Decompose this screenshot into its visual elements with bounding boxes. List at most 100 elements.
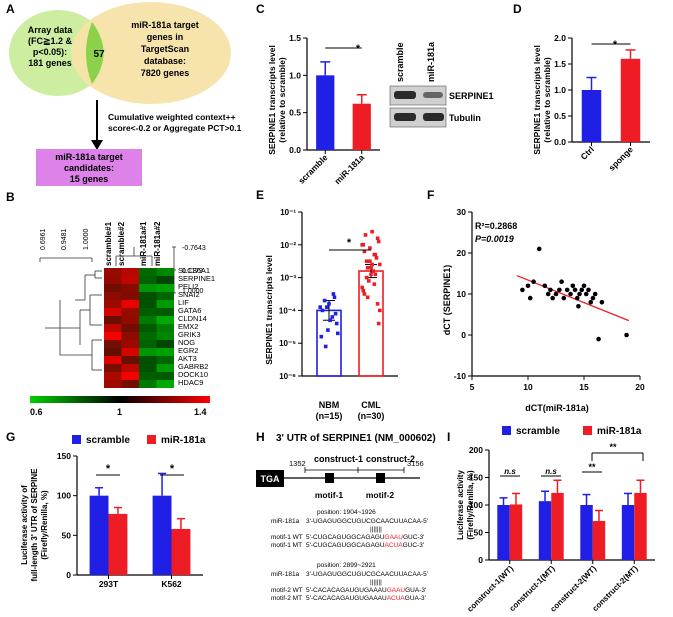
- heatmap-cell: [156, 340, 174, 348]
- site-2-alignment: position: 2899~2921 miR-181a 3'-UGAGUGGC…: [271, 562, 428, 602]
- site-1-mt-name: motif-1 MT: [271, 542, 302, 549]
- gene-label: NOG: [178, 338, 195, 347]
- utr-start: 1352: [289, 459, 306, 468]
- data-point: [375, 236, 380, 241]
- data-point: [361, 243, 366, 247]
- heatmap-cell: [139, 324, 157, 332]
- chart-g-ylabel-3: (Firefly/Renilla, %): [40, 490, 49, 560]
- data-point: [323, 344, 328, 349]
- y-tick-label: 20: [457, 248, 467, 258]
- heatmap-cell: [104, 356, 122, 364]
- y-tick-label: -10: [454, 371, 467, 381]
- y-tick-label: 0: [66, 570, 71, 580]
- gene-label: AKT3: [178, 354, 197, 363]
- data-point: [550, 295, 555, 301]
- gene-label: GATA6: [178, 306, 201, 315]
- heatmap-cell: [104, 348, 122, 356]
- data-point: [527, 295, 533, 301]
- array-text-2: (FC≧1.2 &: [28, 36, 73, 46]
- mt-seq-part: 5'-CACACAGAUGUGAAAU: [306, 595, 387, 602]
- row-tick-3: 1.0000: [83, 228, 90, 250]
- panel-label-g: G: [6, 430, 15, 444]
- heatmap-cell: [156, 324, 174, 332]
- heatmap-cell: [139, 316, 157, 324]
- x-tick-label: 293T: [99, 579, 119, 589]
- panel-label-b: B: [6, 190, 15, 204]
- chart-g-sig-k562: *: [170, 463, 175, 475]
- tga-box: [256, 470, 284, 487]
- y-tick-label: 10⁻³: [280, 274, 296, 283]
- x-tick-label: construct-2(MT): [591, 564, 640, 613]
- data-point: [525, 283, 531, 289]
- data-point: [361, 288, 366, 293]
- row-dendrogram: [45, 270, 102, 371]
- heatmap-cell: [104, 380, 122, 388]
- heatmap-cell: [156, 292, 174, 300]
- chart-i-ylabel-1: Luciferase activity: [456, 470, 465, 540]
- data-point: [564, 287, 570, 293]
- chart-g-ylabel-2: full-length 3' UTR of SERPINE: [30, 468, 39, 582]
- bar: [108, 513, 128, 575]
- heatmap-cell: [139, 348, 157, 356]
- site-1-alignment: position: 1904~1926 miR-181a 3'-UGAGUGGC…: [271, 509, 428, 549]
- x-tick-label: K562: [161, 579, 182, 589]
- heatmap-cell: [121, 284, 139, 292]
- chart-d-ylabel-1: SERPINE1 transcripts level: [532, 45, 542, 155]
- data-point: [572, 287, 578, 293]
- data-point: [577, 291, 582, 297]
- gene-label: EMX2: [178, 322, 198, 331]
- data-point: [367, 279, 371, 283]
- panel-g: G scramble miR-181a 0 50 100 150 293T K562 Lu…: [6, 430, 206, 589]
- heatmap-cell: [121, 356, 139, 364]
- chart-d-ylabel-2: (relative to scramble): [542, 57, 552, 143]
- data-point: [362, 292, 367, 296]
- candidates-box: [36, 149, 142, 186]
- criteria-line-2: score<-0.2 or Aggregate PCT>0.1: [108, 123, 242, 133]
- data-point: [568, 291, 573, 297]
- data-point: [369, 272, 373, 277]
- legend-label-mir: miR-181a: [161, 435, 206, 446]
- heatmap-cell: [104, 308, 122, 316]
- heatmap-column-labels: scramble#1 scramble#2 miR-181a#1 miR-181…: [104, 221, 162, 266]
- wt-seq-part: GUA-3': [405, 587, 426, 594]
- heatmap-cell: [139, 284, 157, 292]
- heatmap-cell: [104, 276, 122, 284]
- site-2-pairing: |||||||: [370, 579, 382, 586]
- chart-i-sig-c1wt: n.s: [504, 467, 516, 476]
- data-point: [331, 292, 336, 296]
- chart-e-significance: *: [347, 237, 352, 249]
- y-tick-label: 1.5: [289, 33, 301, 43]
- data-point: [319, 334, 324, 339]
- blot-col-mir: miR-181a: [426, 41, 436, 82]
- heatmap-cell: [139, 300, 157, 308]
- data-point: [376, 321, 381, 326]
- heatmap-cell: [121, 348, 139, 356]
- data-point: [574, 295, 580, 301]
- heatmap-cell: [156, 284, 174, 292]
- y-tick-label: 0.0: [554, 137, 566, 147]
- heatmap-cell: [104, 372, 122, 380]
- heatmap-cell: [104, 284, 122, 292]
- data-point: [378, 262, 382, 267]
- site-1-mt-seq: 5'-CUGCAGUGGCAGAGUACUAGUC-3': [306, 542, 424, 549]
- heatmap-cell: [139, 308, 157, 316]
- gene-label: PELI2: [178, 282, 198, 291]
- target-text-3: TargetScan: [141, 44, 189, 54]
- heatmap-cell: [121, 268, 139, 276]
- tga-label: TGA: [261, 474, 280, 484]
- heatmap-cell: [121, 292, 139, 300]
- chart-c-ylabel-1: SERPINE1 transcripts level: [267, 45, 277, 155]
- scale-label-low: 0.6: [30, 407, 43, 417]
- seed-site: GAAU: [387, 587, 406, 594]
- heatmap-cell: [121, 300, 139, 308]
- blot-band-tubulin-scramble: [394, 113, 416, 121]
- y-tick-label: 50: [474, 528, 484, 538]
- overlap-region: [86, 22, 104, 84]
- chart-d-significance: *: [613, 39, 618, 51]
- gene-label: GABRB2: [178, 362, 208, 371]
- data-point: [322, 298, 327, 303]
- x-tick-label: sponge: [606, 144, 635, 173]
- heatmap-color-scale: [30, 396, 210, 403]
- col-tick-1: -0.7643: [182, 245, 206, 252]
